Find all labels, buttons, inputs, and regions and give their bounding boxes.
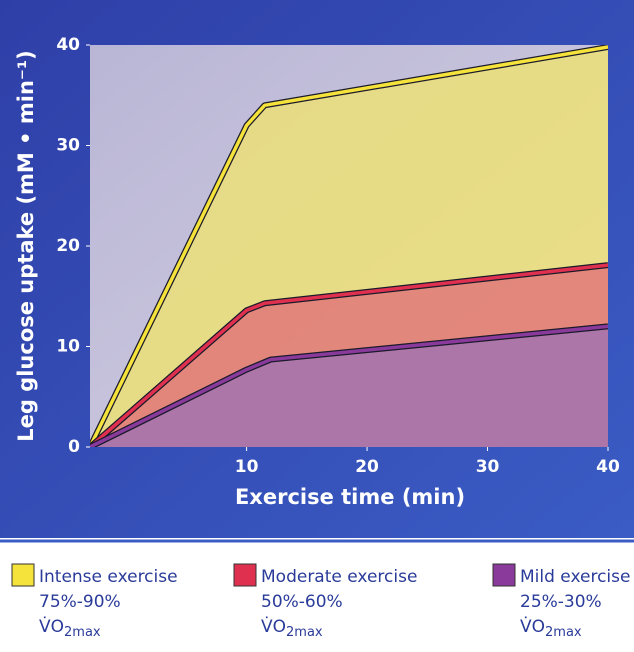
legend-unit: V̇O2max: [520, 616, 582, 640]
unit-main: V̇O: [39, 616, 64, 637]
legend-band: [0, 538, 634, 652]
y-axis-title: Leg glucose uptake (mM • min⁻¹): [14, 50, 38, 442]
y-tick-label: 10: [56, 337, 80, 357]
unit-main: V̇O: [520, 616, 545, 637]
x-tick-label: 10: [235, 457, 259, 477]
area-fill: [90, 326, 608, 447]
legend-intensity: 75%-90%: [39, 592, 121, 612]
legend-intensity: 50%-60%: [261, 592, 343, 612]
line: [90, 45, 608, 447]
legend-swatch: [233, 563, 257, 587]
x-tick-label: 40: [596, 457, 620, 477]
legend-intensity: 25%-30%: [520, 592, 602, 612]
y-tick-label: 0: [68, 437, 80, 457]
legend-unit: V̇O2max: [261, 616, 323, 640]
x-tick-label: 30: [476, 457, 500, 477]
unit-sub: 2max: [545, 625, 582, 640]
plot: [90, 45, 608, 447]
legend-label: Moderate exercise: [261, 567, 417, 587]
legend-label: Intense exercise: [39, 567, 178, 587]
y-tick-label: 20: [56, 236, 80, 256]
legend-swatch: [11, 563, 35, 587]
x-tick-label: 20: [355, 457, 379, 477]
x-axis-title: Exercise time (min): [235, 485, 465, 509]
unit-sub: 2max: [286, 625, 323, 640]
legend-label: Mild exercise: [520, 567, 630, 587]
legend-unit: V̇O2max: [39, 616, 101, 640]
unit-main: V̇O: [261, 616, 286, 637]
y-tick-label: 40: [56, 35, 80, 55]
unit-sub: 2max: [64, 625, 101, 640]
line: [90, 324, 608, 447]
legend-swatch: [492, 563, 516, 587]
line: [90, 263, 608, 447]
y-tick-label: 30: [56, 136, 80, 156]
